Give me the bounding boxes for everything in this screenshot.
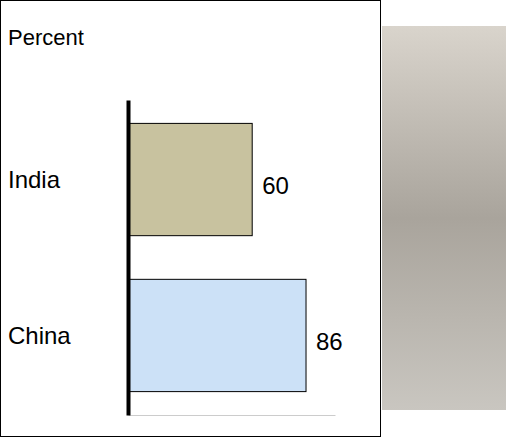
photo (382, 26, 506, 410)
x-axis (129, 415, 336, 416)
x-axis-line (129, 415, 336, 416)
y-tick-label: China (8, 322, 71, 349)
y-tick: India (8, 166, 61, 193)
chart: Percent India China 60 86 (0, 0, 508, 437)
y-tick-label: India (8, 166, 61, 193)
y-axis: India China (8, 101, 129, 416)
y-tick: China (8, 322, 71, 349)
bars (128, 123, 306, 391)
data-label: 60 (262, 172, 289, 199)
bar (128, 123, 252, 235)
data-labels: 60 86 (262, 172, 343, 355)
y-axis-line (127, 101, 131, 416)
bar (128, 279, 306, 391)
panel-frame (1, 1, 381, 437)
title: Percent (8, 25, 84, 50)
data-label: 86 (316, 328, 343, 355)
